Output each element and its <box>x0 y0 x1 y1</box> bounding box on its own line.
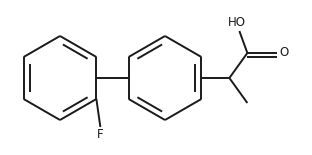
Text: F: F <box>97 128 104 142</box>
Text: HO: HO <box>228 16 246 29</box>
Text: O: O <box>280 46 289 60</box>
